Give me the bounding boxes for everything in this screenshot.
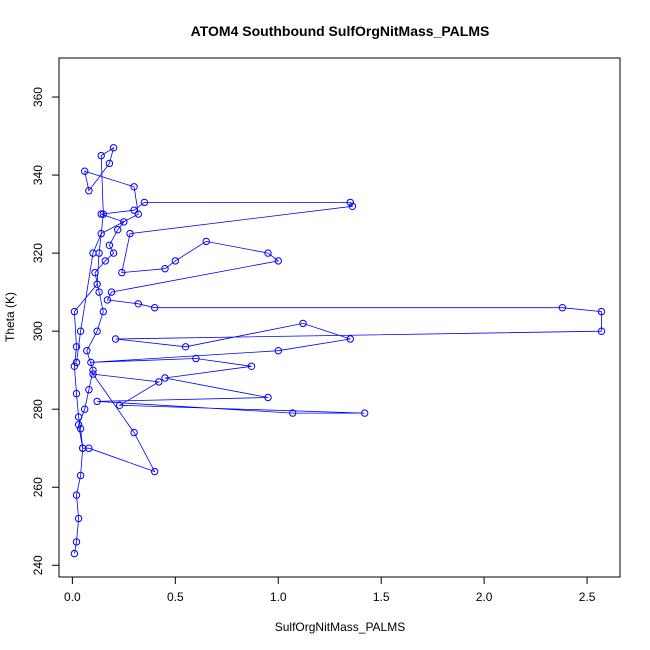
data-point — [93, 397, 101, 406]
data-point — [120, 218, 128, 226]
data-point — [74, 413, 83, 421]
data-point — [116, 401, 124, 409]
data-point — [111, 335, 120, 343]
data-point — [81, 405, 89, 413]
x-tick-label: 1.0 — [270, 590, 287, 604]
data-point — [79, 444, 87, 452]
series-line — [73, 146, 602, 554]
data-point — [155, 378, 163, 386]
data-point — [264, 249, 272, 257]
x-tick-label: 2.0 — [476, 590, 493, 604]
data-point — [109, 249, 118, 257]
y-tick-label: 300 — [31, 321, 45, 341]
data-point — [161, 265, 169, 273]
data-point — [70, 549, 79, 558]
data-point — [81, 167, 89, 175]
data-point — [105, 159, 114, 168]
data-point — [264, 393, 272, 402]
chart-title: ATOM4 Southbound SulfOrgNitMass_PALMS — [191, 23, 490, 39]
data-point — [134, 210, 143, 218]
data-point — [274, 347, 282, 355]
data-point — [161, 374, 169, 382]
data-point — [70, 362, 79, 370]
data-point — [107, 288, 116, 296]
data-marks — [70, 144, 606, 558]
data-point — [74, 421, 83, 429]
data-point — [118, 268, 126, 277]
data-point — [247, 362, 256, 370]
data-point — [89, 370, 97, 378]
data-point — [130, 428, 138, 437]
data-point — [289, 409, 297, 417]
data-point — [93, 280, 101, 288]
data-point — [97, 151, 105, 160]
data-point — [72, 389, 81, 398]
data-point — [105, 241, 114, 250]
data-point — [97, 210, 105, 218]
data-point — [85, 386, 93, 394]
data-point — [192, 354, 200, 363]
data-point — [134, 300, 143, 308]
data-point — [114, 226, 122, 234]
x-axis-label: SulfOrgNitMass_PALMS — [275, 620, 405, 634]
data-point — [103, 296, 112, 304]
data-point — [299, 319, 307, 328]
data-point — [130, 206, 138, 214]
data-point — [87, 358, 95, 367]
data-point — [130, 183, 138, 191]
x-tick-label: 0.5 — [167, 590, 184, 604]
data-point — [361, 409, 369, 417]
data-point — [89, 366, 97, 374]
data-point — [72, 491, 81, 499]
data-point — [74, 514, 83, 523]
data-point — [274, 257, 282, 265]
data-point — [597, 327, 606, 335]
y-tick-label: 360 — [31, 87, 45, 107]
y-axis-label: Theta (K) — [3, 292, 17, 342]
data-point — [126, 229, 134, 238]
data-point — [181, 343, 190, 351]
data-point — [99, 210, 108, 218]
x-axis: 0.0 0.5 1.0 1.5 2.0 2.5 — [64, 576, 596, 604]
data-point — [85, 187, 93, 195]
data-point — [89, 249, 97, 257]
x-tick-label: 1.5 — [373, 590, 390, 604]
data-point — [72, 343, 81, 351]
data-point — [346, 335, 354, 343]
data-point — [83, 347, 91, 355]
x-tick-label: 2.5 — [579, 590, 596, 604]
data-point — [151, 304, 159, 312]
data-point — [70, 307, 79, 316]
data-point — [171, 257, 180, 265]
data-point — [99, 307, 108, 316]
data-point — [76, 425, 85, 433]
y-tick-label: 320 — [31, 243, 45, 263]
data-point — [91, 268, 99, 277]
data-point — [72, 538, 81, 546]
y-tick-label: 240 — [31, 555, 45, 575]
data-point — [202, 237, 210, 246]
data-point — [348, 202, 357, 211]
y-tick-label: 340 — [31, 165, 45, 185]
y-axis: 240 260 280 300 320 340 360 — [31, 87, 60, 575]
data-point — [97, 229, 105, 238]
data-point — [95, 288, 103, 296]
data-point — [597, 307, 606, 316]
x-tick-label: 0.0 — [64, 590, 81, 604]
data-point — [558, 304, 567, 312]
data-point — [346, 198, 354, 207]
data-point — [101, 257, 110, 265]
y-tick-label: 280 — [31, 399, 45, 419]
data-point — [93, 327, 101, 335]
data-point — [76, 327, 85, 335]
y-tick-label: 260 — [31, 477, 45, 497]
data-point — [72, 358, 81, 367]
data-point — [76, 471, 85, 480]
data-point — [151, 467, 159, 476]
data-point — [109, 144, 118, 152]
data-point — [140, 198, 149, 207]
